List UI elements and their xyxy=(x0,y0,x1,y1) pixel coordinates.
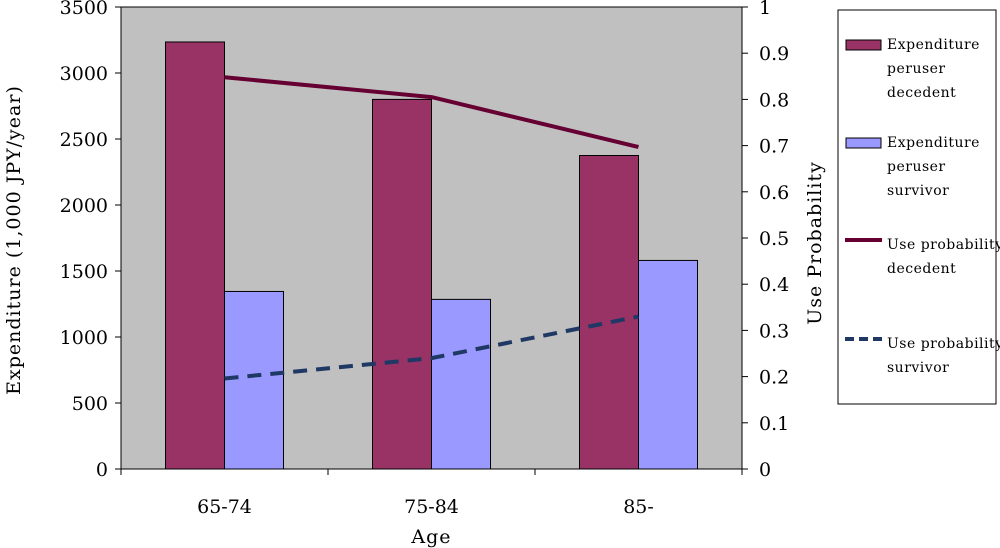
lines-layer xyxy=(224,75,639,381)
x-tick-label: 65-74 xyxy=(197,496,252,518)
y-tick-label-left: 1000 xyxy=(60,327,108,349)
legend-label-decedent-line: decedent xyxy=(887,261,956,277)
bar-decedent-1 xyxy=(372,98,432,470)
y-tick-label-right: 0.4 xyxy=(759,274,789,296)
y-tick-label-left: 1500 xyxy=(60,261,108,283)
legend-label-survivor-bar: Expenditure xyxy=(887,135,980,151)
legend-label-survivor-line: survivor xyxy=(887,360,949,376)
bar-survivor-1 xyxy=(431,298,491,470)
bars-layer xyxy=(165,41,698,470)
y-tick-label-right: 0.9 xyxy=(759,43,789,65)
y-tick-label-left: 3000 xyxy=(60,63,108,85)
y-tick-label-right: 0.6 xyxy=(759,182,789,204)
legend-label-survivor-bar: survivor xyxy=(887,183,949,199)
y-axis-title-right: Use Probability xyxy=(804,161,826,325)
y-tick-label-right: 0.8 xyxy=(759,89,789,111)
y-tick-label-left: 2000 xyxy=(60,195,108,217)
legend-swatch-decedent-bar xyxy=(845,39,882,51)
line-survivor xyxy=(224,314,639,381)
bar-survivor-2 xyxy=(638,259,698,470)
x-axis-title: Age xyxy=(410,526,451,548)
legend: Expenditure peruser decedent Expenditure per… xyxy=(837,9,1000,405)
legend-label-decedent-bar: Expenditure xyxy=(887,37,980,53)
y-axis-title-left: Expenditure (1,000 JPY/year) xyxy=(3,85,25,395)
y-tick-label-left: 0 xyxy=(96,459,108,481)
bar-survivor-0 xyxy=(224,290,284,470)
legend-label-survivor-line: Use probability xyxy=(887,336,1000,352)
x-tick-label: 85- xyxy=(623,496,654,518)
y-tick-label-left: 3500 xyxy=(60,0,108,19)
y-tick-label-right: 0.2 xyxy=(759,367,789,389)
legend-label-decedent-line: Use probability xyxy=(887,237,1000,253)
y-tick-label-right: 1 xyxy=(759,0,771,19)
bar-decedent-2 xyxy=(579,155,639,470)
y-tick-label-right: 0 xyxy=(759,459,771,481)
y-tick-label-left: 2500 xyxy=(60,129,108,151)
x-tick-label: 75-84 xyxy=(404,496,459,518)
y-tick-label-right: 0.7 xyxy=(759,136,789,158)
y-tick-label-right: 0.5 xyxy=(759,228,789,250)
legend-label-survivor-bar: peruser xyxy=(887,159,946,175)
bar-decedent-0 xyxy=(165,41,225,470)
axes-layer: 0 500 1000 1500 2000 2500 3000 3500 0 0.1 0.2 0.3 0.… xyxy=(60,0,790,518)
y-tick-label-left: 500 xyxy=(72,393,108,415)
legend-label-decedent-bar: peruser xyxy=(887,61,946,77)
y-tick-label-right: 0.3 xyxy=(759,320,789,342)
line-decedent xyxy=(224,75,639,149)
y-tick-label-right: 0.1 xyxy=(759,413,789,435)
legend-swatch-survivor-bar xyxy=(845,137,882,149)
legend-label-decedent-bar: decedent xyxy=(887,85,956,101)
